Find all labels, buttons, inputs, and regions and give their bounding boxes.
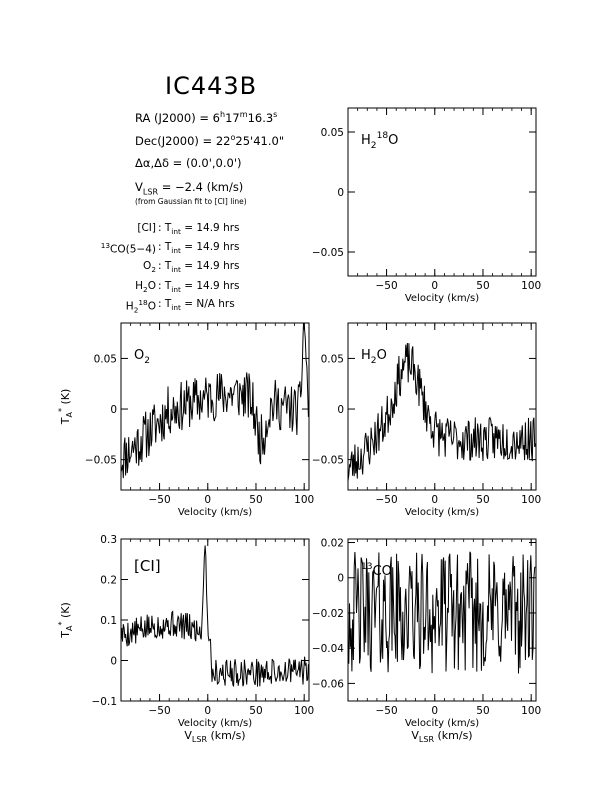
xtick-label: 100 [521, 280, 541, 292]
vlsr-sub: LSR [142, 187, 159, 197]
ytick-label: 0.3 [100, 534, 117, 546]
ytick-label: −0.06 [312, 678, 344, 690]
ytick-label: 0 [110, 404, 117, 416]
y-axis-label: TA* (K) [57, 389, 74, 426]
tint-line-4: H218O [125, 298, 156, 315]
ytick-label: 0 [337, 573, 344, 585]
xtick-label: −50 [148, 494, 170, 506]
x-axis-label: Velocity (km/s) [178, 718, 252, 729]
ytick-label: 0 [110, 656, 117, 668]
x-axis-label: Velocity (km/s) [405, 507, 479, 518]
offset-line: Δα,Δδ = (0.0',0.0') [135, 156, 242, 170]
ytick-label: −0.05 [312, 455, 344, 467]
spectrum-line-o2 [121, 323, 309, 479]
tint-value-1: : Tint = 14.9 hrs [158, 241, 240, 256]
xtick-label: 0 [431, 494, 438, 506]
ytick-label: 0.2 [100, 575, 117, 587]
chart-ci: −50 0 50 100 0.3 0.2 0.1 0 −0.1 Velocity (km/s)VL… [57, 534, 314, 744]
ra-seconds: 16.3 [247, 110, 274, 125]
dec-rest: 25'41.0" [235, 133, 285, 148]
plot-frame-o2 [120, 322, 310, 491]
plot-frame-h2o [347, 322, 537, 491]
tint-line-0: [CI] [137, 222, 156, 234]
xtick-label: −50 [375, 280, 397, 292]
x-axis-label-2: VLSR (km/s) [411, 729, 472, 744]
vlsr-line: VLSR = −2.4 (km/s) [135, 180, 243, 196]
tint-line-2: O2 [143, 260, 156, 275]
dec-label: Dec(J2000) = [135, 133, 213, 148]
xtick-label: 100 [294, 494, 314, 506]
xtick-label: −50 [148, 705, 170, 717]
panel-label-13co: 13CO [361, 562, 392, 579]
ytick-label: −0.05 [85, 455, 117, 467]
spectrum-line-13co [348, 551, 536, 674]
xtick-label: −50 [375, 494, 397, 506]
vlsr-note: (from Gaussian fit to [CI] line) [135, 197, 247, 206]
tint-value-2: : Tint = 14.9 hrs [158, 260, 240, 275]
x-axis-label-2: VLSR (km/s) [184, 729, 245, 744]
offset-value: (0.0',0.0') [185, 156, 242, 170]
x-axis-label: Velocity (km/s) [405, 718, 479, 729]
xtick-label: −50 [375, 705, 397, 717]
ra-hours: 6 [212, 110, 220, 125]
spectrum-line-ci [121, 545, 309, 687]
page-title: IC443B [165, 72, 258, 100]
dec-degrees: 22 [215, 133, 231, 148]
tint-line-1: 13CO(5−4) [100, 241, 156, 256]
panel-label-o2: O2 [134, 348, 150, 366]
panel-label-ci: [CI] [134, 557, 161, 575]
vlsr-label: V [135, 180, 143, 194]
xtick-label: 50 [249, 705, 262, 717]
y-axis-label: TA* (K) [57, 602, 74, 639]
spectrum-line-h2o [348, 342, 536, 482]
chart-h2o: −50 0 50 100 0.05 0 −0.05 Velocity (km/s) H2O [312, 322, 541, 518]
offset-label: Δα,Δδ = [135, 156, 183, 170]
ra-line: RA (J2000) = 6h17m16.3s [135, 110, 278, 125]
ytick-label: −0.02 [312, 608, 344, 620]
xtick-label: 100 [294, 705, 314, 717]
ytick-label: −0.04 [312, 643, 344, 655]
dec-line: Dec(J2000) = 22o25'41.0" [135, 133, 285, 148]
panel-label-h2o: H2O [361, 348, 387, 366]
ytick-label: 0.1 [100, 615, 117, 627]
xtick-label: 100 [521, 494, 541, 506]
ytick-label: −0.1 [92, 696, 118, 708]
xtick-label: 0 [431, 280, 438, 292]
ra-label: RA (J2000) = [135, 110, 209, 125]
xtick-label: 50 [476, 705, 489, 717]
chart-13co: −50 0 50 100 0.02 0 −0.02 −0.04 −0.06 Velocity (k… [312, 538, 541, 744]
ytick-label: 0 [337, 187, 344, 199]
ytick-label: 0.05 [321, 353, 344, 365]
ra-minutes: 17 [225, 110, 240, 125]
vlsr-value: = −2.4 (km/s) [161, 180, 244, 194]
ytick-label: 0.05 [94, 353, 117, 365]
plot-frame-13co [347, 538, 537, 702]
chart-h218o: −50 0 50 100 0.05 0 −0.05 Velocity (km/s) H218O [312, 107, 541, 304]
xtick-label: 0 [204, 494, 211, 506]
tint-value-3: : Tint = 14.9 hrs [158, 280, 240, 295]
ytick-label: 0 [337, 404, 344, 416]
x-axis-label: Velocity (km/s) [178, 507, 252, 518]
tint-value-4: : Tint = N/A hrs [158, 298, 235, 313]
ytick-label: −0.05 [312, 247, 344, 259]
ytick-label: 0.05 [321, 127, 344, 139]
xtick-label: 50 [249, 494, 262, 506]
tint-value-0: : Tint = 14.9 hrs [158, 222, 240, 237]
xtick-label: 50 [476, 280, 489, 292]
ytick-label: 0.02 [321, 538, 344, 550]
x-axis-label: Velocity (km/s) [405, 293, 479, 304]
chart-o2: −50 0 50 100 0.05 0 −0.05 Velocity (km/s) TA* (K… [57, 322, 314, 518]
xtick-label: 50 [476, 494, 489, 506]
xtick-label: 0 [431, 705, 438, 717]
xtick-label: 100 [521, 705, 541, 717]
tint-line-3: H2O [135, 280, 156, 295]
xtick-label: 0 [204, 705, 211, 717]
panel-label-h218o: H218O [361, 131, 398, 151]
